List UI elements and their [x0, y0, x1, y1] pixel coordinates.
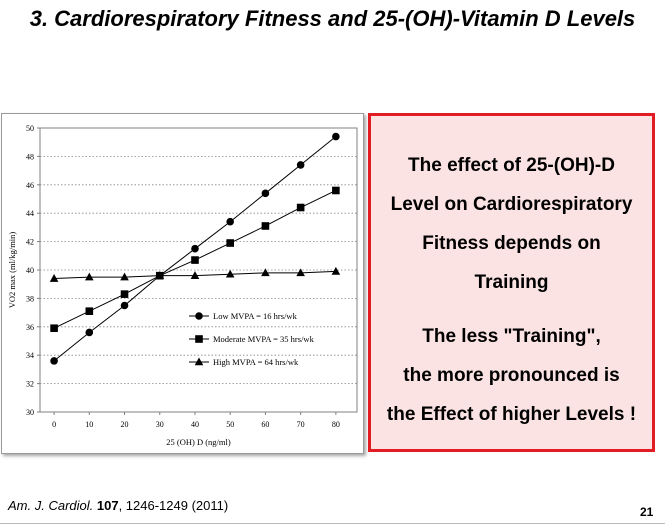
callout-line: Fitness depends on: [422, 233, 601, 254]
x-tick-label: 70: [297, 420, 305, 429]
x-axis-label: 25 (OH) D (ng/ml): [166, 437, 231, 447]
x-tick-label: 10: [85, 420, 93, 429]
y-tick-label: 40: [26, 266, 34, 275]
x-tick-label: 40: [191, 420, 199, 429]
x-tick-label: 60: [261, 420, 269, 429]
data-point-triangle: [261, 268, 270, 277]
data-point-triangle: [155, 271, 165, 279]
data-point-square: [226, 239, 234, 247]
data-point-circle: [120, 301, 129, 310]
legend-label: Moderate MVPA = 35 hrs/wk: [213, 334, 315, 344]
data-point-triangle: [190, 271, 200, 279]
y-tick-label: 38: [26, 294, 34, 303]
y-tick-label: 44: [26, 209, 34, 218]
chart-panel: 30 32 34 36 38 40 42 44 46 48 50 0 10 20 30 40 50 60 70 80 2…: [1, 113, 364, 454]
callout-paragraph-effect: The effect of 25-(OH)-D Level on Cardior…: [371, 146, 652, 302]
legend-marker-square: [195, 335, 203, 343]
y-tick-label: 48: [26, 152, 34, 161]
data-point-square: [85, 307, 94, 315]
data-point-square: [296, 203, 305, 212]
data-point-square: [332, 186, 340, 195]
slide-title: 3. Cardiorespiratory Fitness and 25-(OH)…: [29, 6, 636, 31]
callout-paragraph-training: The less "Training", the more pronounced…: [371, 317, 652, 434]
callout-line: the more pronounced is: [403, 365, 620, 386]
data-point-circle: [296, 161, 305, 169]
y-tick-label: 30: [26, 408, 34, 417]
data-point-triangle: [120, 272, 129, 281]
data-point-triangle: [49, 274, 59, 282]
data-point-circle: [191, 244, 199, 253]
x-tick-label: 30: [156, 420, 164, 429]
x-tick-label: 0: [52, 420, 56, 429]
data-point-square: [261, 222, 270, 230]
data-point-circle: [50, 357, 58, 365]
callout-line: Level on Cardiorespiratory: [390, 194, 633, 215]
y-tick-label: 32: [26, 380, 34, 389]
x-tick-label: 20: [121, 420, 129, 429]
y-tick-label: 46: [26, 181, 34, 190]
callout-line: the Effect of higher Levels !: [386, 404, 637, 425]
footer-divider: [0, 523, 665, 524]
page-number: 21: [640, 505, 654, 519]
citation-journal: Am. J. Cardiol.: [8, 498, 94, 513]
data-point-triangle: [225, 269, 235, 278]
y-tick-label: 36: [26, 323, 34, 332]
y-tick-label: 50: [26, 124, 34, 133]
data-point-square: [191, 256, 199, 264]
y-tick-label: 34: [26, 351, 34, 360]
callout-line: Training: [474, 272, 549, 293]
callout-line: The effect of 25-(OH)-D: [408, 155, 615, 176]
data-point-circle: [261, 189, 270, 198]
data-point-circle: [226, 217, 234, 226]
data-point-circle: [332, 132, 340, 141]
data-point-triangle: [331, 266, 341, 275]
legend-marker-circle: [195, 312, 203, 320]
data-point-triangle: [296, 268, 305, 277]
data-point-circle: [85, 328, 94, 337]
callout-line: The less "Training",: [422, 326, 601, 347]
legend-label: High MVPA = 64 hrs/wk: [213, 357, 299, 367]
x-tick-label: 80: [332, 420, 340, 429]
y-tick-label: 42: [26, 238, 34, 247]
x-tick-label: 50: [226, 420, 234, 429]
legend-marker-triangle: [194, 357, 204, 366]
data-point-triangle: [85, 272, 94, 281]
citation-volume: 107: [96, 498, 119, 513]
vo2max-line-chart: 30 32 34 36 38 40 42 44 46 48 50 0 10 20 30 40 50 60 70 80 2…: [7, 124, 358, 447]
citation: Am. J. Cardiol. 107, 1246-1249 (2011): [8, 498, 228, 513]
callout-box: The effect of 25-(OH)-D Level on Cardior…: [368, 113, 655, 452]
legend-label: Low MVPA = 16 hrs/wk: [213, 311, 298, 321]
data-point-square: [120, 290, 129, 298]
y-axis-label: VO2 max (ml/kg/min): [7, 232, 17, 309]
citation-pages-year: , 1246-1249 (2011): [118, 498, 229, 513]
data-point-square: [50, 324, 58, 333]
